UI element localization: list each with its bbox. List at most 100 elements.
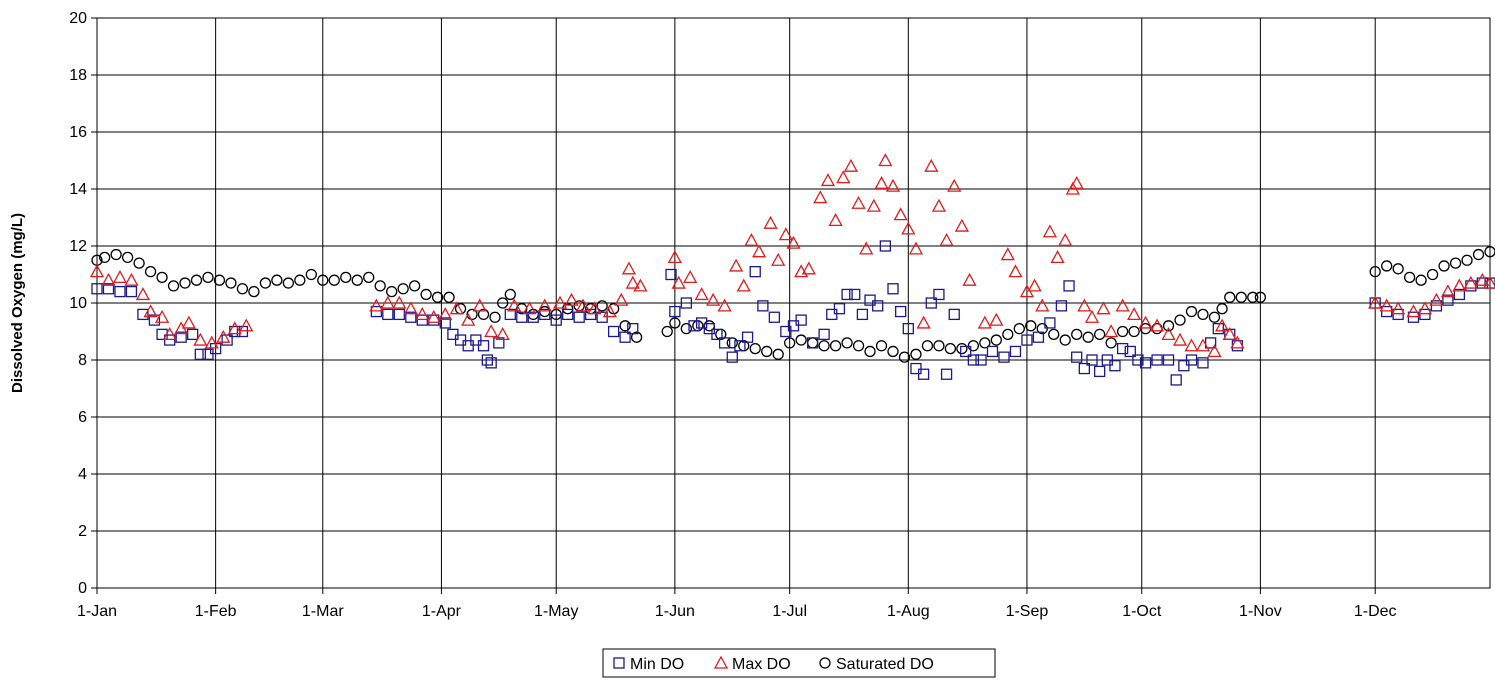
y-tick-label: 0 xyxy=(78,580,87,597)
square-data-point xyxy=(1124,345,1136,358)
circle-data-point xyxy=(1426,268,1439,281)
triangle-data-point xyxy=(162,326,177,341)
square-data-point xyxy=(1197,357,1209,369)
square-data-point xyxy=(703,322,715,335)
triangle-data-point xyxy=(614,292,629,306)
triangle-data-point xyxy=(1127,307,1142,321)
square-data-point xyxy=(864,294,876,306)
circle-data-point xyxy=(619,320,631,332)
triangle-data-point xyxy=(1368,295,1383,309)
square-data-point xyxy=(91,283,103,295)
x-tick-label: 1-Apr xyxy=(422,603,462,620)
triangle-data-point xyxy=(706,292,721,306)
circle-data-point xyxy=(1036,322,1048,335)
square-data-point xyxy=(516,311,528,323)
square-data-point xyxy=(194,348,206,360)
triangle-data-point xyxy=(778,227,793,241)
legend: Min DO Max DO Saturated DO xyxy=(602,648,996,678)
square-data-point xyxy=(370,305,383,318)
triangle-data-point xyxy=(1161,326,1176,341)
triangle-data-point xyxy=(931,198,947,212)
circle-data-point xyxy=(386,285,398,298)
circle-data-point xyxy=(317,274,329,286)
square-data-point xyxy=(1151,354,1163,366)
square-data-point xyxy=(1453,288,1466,301)
circle-data-point xyxy=(248,285,260,298)
square-data-point xyxy=(718,337,731,349)
square-data-point xyxy=(1078,362,1090,375)
square-data-point xyxy=(447,328,459,341)
square-data-point xyxy=(696,317,708,329)
circle-data-point xyxy=(1071,328,1083,341)
triangle-data-point xyxy=(621,261,637,275)
circle-data-point xyxy=(1174,314,1186,326)
square-data-point xyxy=(562,308,574,321)
circle-data-point xyxy=(829,340,842,352)
triangle-data-point xyxy=(1463,275,1478,289)
square-data-point xyxy=(1185,354,1198,366)
square-data-point xyxy=(439,317,451,329)
circle-data-point xyxy=(202,271,214,284)
triangle-data-point xyxy=(1406,304,1421,318)
triangle-data-point xyxy=(878,153,893,167)
circle-data-point xyxy=(110,248,122,261)
square-data-point xyxy=(665,268,677,281)
circle-data-point xyxy=(1128,325,1140,338)
triangle-data-point xyxy=(537,298,552,312)
square-data-point xyxy=(477,340,490,352)
square-data-point xyxy=(826,308,838,321)
triangle-data-point xyxy=(1391,301,1406,315)
triangle-data-point xyxy=(633,278,648,292)
square-data-point xyxy=(1132,354,1144,366)
triangle-data-point xyxy=(204,335,219,349)
square-data-point xyxy=(493,337,505,349)
x-tick-label: 1-Oct xyxy=(1122,603,1162,620)
circle-data-point xyxy=(550,308,562,321)
square-data-point xyxy=(202,348,214,360)
triangle-data-point xyxy=(484,324,499,338)
data-series xyxy=(89,153,1495,386)
circle-data-point xyxy=(1415,274,1427,286)
circle-data-point xyxy=(190,274,203,286)
square-data-point xyxy=(627,322,639,335)
square-data-point xyxy=(669,305,681,318)
square-data-point xyxy=(175,331,187,343)
circle-data-point xyxy=(259,277,272,289)
triangle-data-point xyxy=(671,275,686,289)
square-data-point xyxy=(734,340,746,352)
square-data-point xyxy=(527,311,539,323)
circle-data-point xyxy=(726,337,738,349)
circle-data-point xyxy=(1369,265,1381,278)
triangle-data-point xyxy=(143,304,158,318)
triangle-data-point xyxy=(1222,326,1237,341)
triangle-data-point xyxy=(193,332,208,346)
circle-data-point xyxy=(772,348,784,360)
square-data-point xyxy=(470,334,482,346)
square-data-point xyxy=(806,337,819,349)
triangle-data-point xyxy=(1077,298,1092,312)
triangle-data-point xyxy=(1429,292,1444,306)
circle-data-point xyxy=(1025,320,1037,332)
triangle-data-point xyxy=(1042,224,1057,238)
square-data-point xyxy=(833,303,846,315)
circle-data-point xyxy=(497,297,509,309)
square-data-point xyxy=(787,320,800,332)
circle-data-point xyxy=(1208,311,1221,323)
triangle-data-point xyxy=(893,207,908,221)
y-tick-label: 4 xyxy=(78,466,87,483)
x-tick-label: 1-May xyxy=(534,603,578,620)
circle-data-point xyxy=(661,325,673,338)
square-data-point xyxy=(148,314,161,326)
x-tick-label: 1-Nov xyxy=(1239,603,1282,620)
triangle-data-point xyxy=(1149,318,1165,332)
triangle-data-point xyxy=(1138,315,1153,329)
y-tick-label: 10 xyxy=(69,295,87,312)
square-data-point xyxy=(137,308,149,321)
triangle-data-point xyxy=(124,272,139,286)
square-data-point xyxy=(1009,345,1022,358)
triangle-data-point xyxy=(820,173,836,187)
circle-data-point xyxy=(841,337,853,349)
circle-data-point xyxy=(167,280,180,292)
triangle-data-point xyxy=(1215,318,1230,332)
